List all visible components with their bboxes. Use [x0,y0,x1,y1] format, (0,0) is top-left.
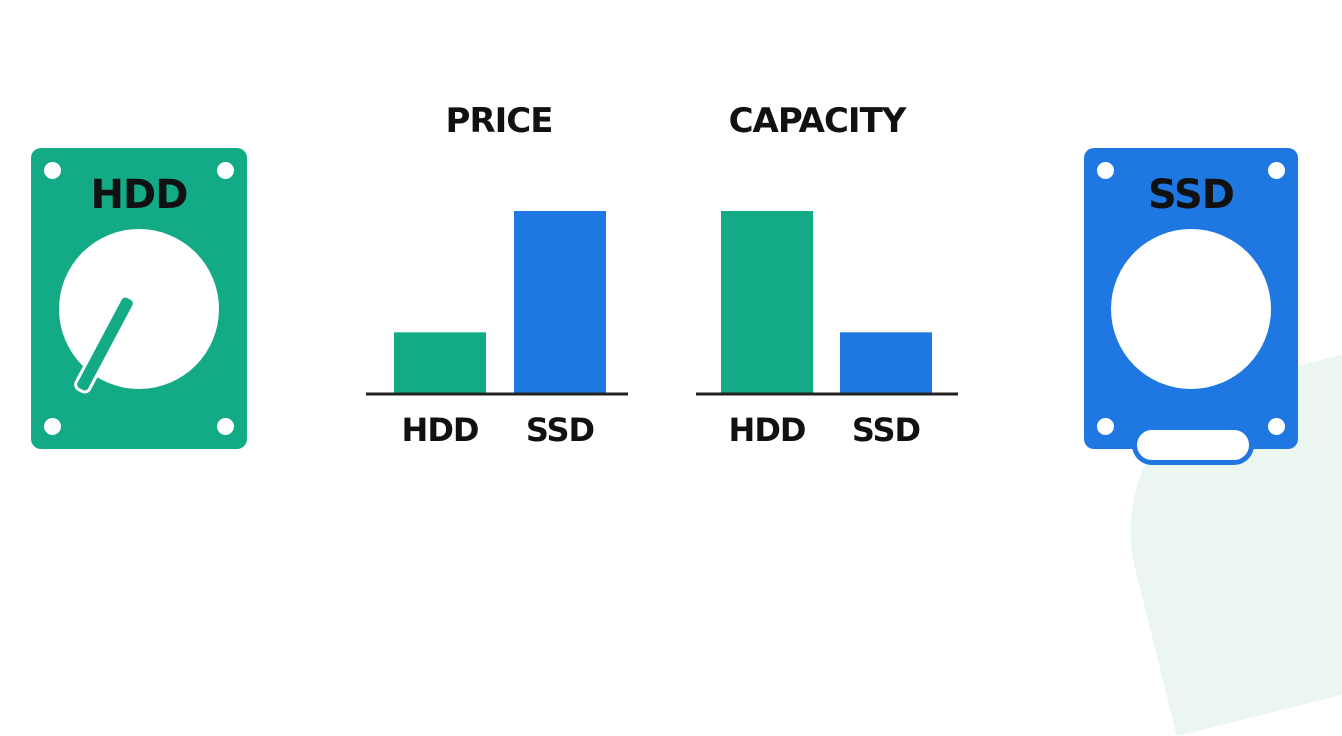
ssd-drive-label: SSD [1147,172,1235,218]
capacity-tick-label-ssd: SSD [852,411,920,449]
ssd-drive-icon: SSD [1084,148,1298,449]
price-bar-ssd [514,211,606,393]
price-tick-label-ssd: SSD [526,411,594,449]
screw-icon [217,418,234,435]
ssd-connector-icon [1132,425,1254,465]
capacity-bar-ssd [840,332,932,393]
capacity-tick-label-hdd: HDD [729,411,806,449]
capacity-bar-hdd [721,211,813,393]
screw-icon [217,162,234,179]
screw-icon [1268,418,1285,435]
screw-icon [1268,162,1285,179]
capacity-chart-title: CAPACITY [729,101,907,141]
screw-icon [1097,418,1114,435]
hdd-drive-icon: HDD [31,148,247,449]
price-chart-title: PRICE [446,101,553,141]
comparison-charts: PRICE HDD SSD CAPACITY HDD SSD [366,101,958,449]
screw-icon [44,418,61,435]
price-tick-label-hdd: HDD [402,411,479,449]
screw-icon [44,162,61,179]
screw-icon [1097,162,1114,179]
ssd-circle-icon [1111,229,1271,389]
price-bar-hdd [394,332,486,393]
hdd-drive-label: HDD [90,172,189,218]
